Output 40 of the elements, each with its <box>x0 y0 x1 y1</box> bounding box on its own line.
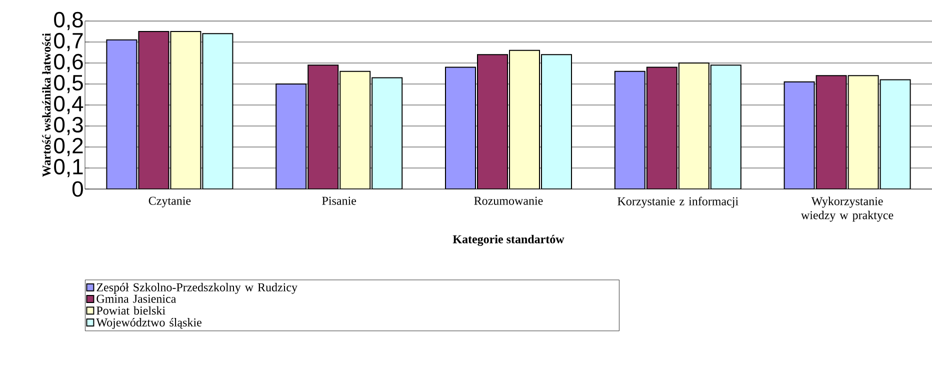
bar <box>477 54 508 189</box>
bar <box>202 34 233 189</box>
y-tick-label: 0,3 <box>54 116 83 136</box>
bar <box>138 32 169 189</box>
bar <box>541 54 572 189</box>
y-tick-label: 0,8 <box>54 12 83 30</box>
x-tick-label: Pisanie <box>322 196 356 205</box>
bar <box>276 84 307 189</box>
legend-label: Województwo śląskie <box>96 318 202 329</box>
bar <box>340 70 371 189</box>
y-tick-label: 0,5 <box>54 74 83 94</box>
y-tick-label: 0,4 <box>54 96 84 114</box>
bar <box>646 66 678 189</box>
y-tick-label: 0,2 <box>54 138 83 156</box>
x-axis-title: Kategorie standartów <box>452 234 564 246</box>
y-tick-label: 0 <box>72 181 83 197</box>
x-tick-label: Wykorzystanie wiedzy w praktyce <box>801 196 894 222</box>
bar <box>106 40 137 189</box>
bar <box>784 81 815 189</box>
bar <box>509 50 540 189</box>
bar <box>848 75 879 189</box>
x-tick-label: Korzystanie z informacji <box>618 196 738 208</box>
x-tick-label: Czytanie <box>148 196 191 208</box>
legend-label: Gmina Jasienica <box>96 294 176 303</box>
bar <box>308 64 339 189</box>
y-tick-label: 0,1 <box>54 158 83 178</box>
bar <box>880 79 911 189</box>
bar <box>710 64 742 189</box>
bar <box>678 62 710 189</box>
legend-label: Powiat bielski <box>96 306 166 315</box>
y-tick-label: 0,6 <box>54 54 83 72</box>
bar <box>445 66 476 189</box>
y-axis-title: Wartość wskaźnika łatwości <box>42 33 51 177</box>
x-tick-label: Rozumowanie <box>474 196 543 205</box>
bar <box>816 75 847 189</box>
bar <box>170 32 201 189</box>
bar <box>614 70 646 189</box>
y-tick-label: 0,7 <box>54 32 83 52</box>
bar <box>372 77 403 189</box>
legend-label: Zespół Szkolno-Przedszkolny w Rudzicy <box>96 282 298 294</box>
